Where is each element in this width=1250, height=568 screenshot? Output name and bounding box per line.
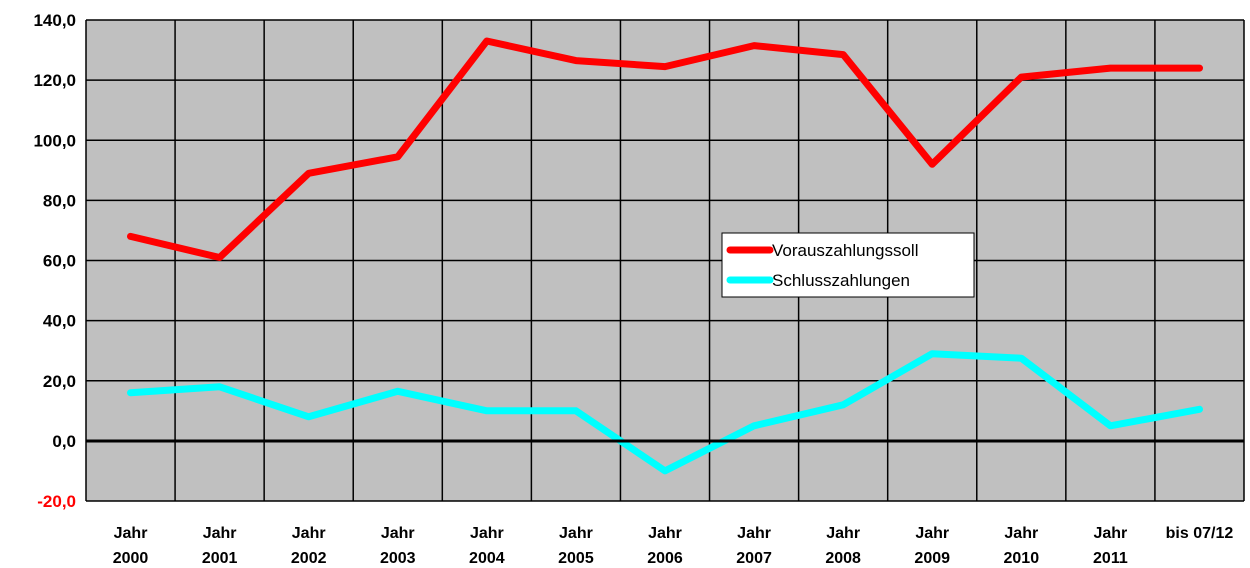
- data-point-schlusszahlungen: [307, 415, 310, 418]
- x-tick-label-line: Jahr: [292, 525, 326, 542]
- x-tick-label-line: Jahr: [1004, 525, 1038, 542]
- y-tick-label: -20,0: [37, 492, 76, 511]
- x-tick-label: bis 07/12: [1166, 525, 1234, 542]
- x-tick-label: Jahr 2007: [736, 525, 772, 567]
- y-tick-label: 20,0: [43, 372, 76, 391]
- y-tick-label: 120,0: [33, 71, 76, 90]
- x-tick-label-line: 2001: [202, 550, 238, 567]
- x-tick-label-line: 2009: [914, 550, 950, 567]
- y-tick-label: 80,0: [43, 191, 76, 210]
- data-point-schlusszahlungen: [396, 390, 399, 393]
- x-tick-label-line: Jahr: [648, 525, 682, 542]
- x-tick-label: Jahr 2006: [647, 525, 683, 567]
- data-point-schlusszahlungen: [1198, 408, 1201, 411]
- x-tick-label: Jahr 2009: [914, 525, 950, 567]
- data-point-vorauszahlungssoll: [842, 53, 845, 56]
- x-tick-label: Jahr 2011: [1093, 525, 1128, 567]
- data-point-vorauszahlungssoll: [218, 256, 221, 259]
- x-tick-label-line: Jahr: [559, 525, 593, 542]
- y-axis-ticks: 140,0 120,0 100,0 80,0 60,0 40,0 20,0 0,0 -20,0: [33, 11, 76, 511]
- x-tick-label-line: 2003: [380, 550, 416, 567]
- x-tick-label: Jahr 2004: [469, 525, 505, 567]
- data-point-schlusszahlungen: [218, 385, 221, 388]
- data-point-vorauszahlungssoll: [574, 59, 577, 62]
- data-point-vorauszahlungssoll: [396, 155, 399, 158]
- x-tick-label: Jahr 2003: [380, 525, 416, 567]
- x-tick-label: Jahr 2008: [825, 525, 861, 567]
- data-point-schlusszahlungen: [842, 403, 845, 406]
- x-tick-label-line: bis 07/12: [1166, 525, 1234, 542]
- x-tick-label-line: Jahr: [1093, 525, 1127, 542]
- x-tick-label-line: 2002: [291, 550, 327, 567]
- y-tick-label: 100,0: [33, 131, 76, 150]
- data-point-vorauszahlungssoll: [129, 235, 132, 238]
- x-tick-label: Jahr 2000: [113, 525, 149, 567]
- x-tick-label-line: 2005: [558, 550, 594, 567]
- series-lines: [127, 37, 1203, 475]
- data-point-vorauszahlungssoll: [664, 65, 666, 68]
- x-tick-label-line: Jahr: [737, 525, 771, 542]
- x-tick-label-line: Jahr: [381, 525, 415, 542]
- legend-box: [721, 232, 975, 298]
- legend-label-vorauszahlungssoll: Vorauszahlungssoll: [772, 241, 918, 260]
- data-point-schlusszahlungen: [485, 409, 488, 412]
- data-point-schlusszahlungen: [129, 391, 132, 394]
- data-point-vorauszahlungssoll: [1109, 67, 1112, 70]
- data-point-vorauszahlungssoll: [307, 172, 310, 175]
- x-tick-label-line: Jahr: [114, 525, 148, 542]
- data-point-vorauszahlungssoll: [753, 44, 756, 47]
- legend-label-schlusszahlungen: Schlusszahlungen: [772, 271, 910, 290]
- data-point-vorauszahlungssoll: [931, 163, 934, 166]
- x-tick-label-line: Jahr: [203, 525, 237, 542]
- data-point-vorauszahlungssoll: [1198, 67, 1201, 70]
- y-tick-label: 60,0: [43, 252, 76, 271]
- x-axis-ticks: Jahr 2000 Jahr 2001 Jahr 2002 Jahr 2003 Jahr 2004…: [113, 525, 1234, 567]
- data-point-vorauszahlungssoll: [485, 40, 488, 43]
- data-point-schlusszahlungen: [1109, 424, 1112, 427]
- x-tick-label: Jahr 2010: [1004, 525, 1040, 567]
- x-tick-label: Jahr 2002: [291, 525, 327, 567]
- x-tick-label-line: 2006: [647, 550, 683, 567]
- data-point-schlusszahlungen: [1020, 357, 1023, 360]
- x-tick-label-line: 2004: [469, 550, 505, 567]
- data-point-schlusszahlungen: [753, 424, 756, 427]
- y-tick-label: 0,0: [52, 432, 76, 451]
- legend: Vorauszahlungssoll Schlusszahlungen: [721, 232, 975, 298]
- x-tick-label-line: Jahr: [915, 525, 949, 542]
- x-tick-label-line: Jahr: [470, 525, 504, 542]
- x-tick-label-line: 2000: [113, 550, 149, 567]
- x-tick-label-line: 2011: [1093, 550, 1128, 567]
- x-tick-label: Jahr 2001: [202, 525, 238, 567]
- data-point-vorauszahlungssoll: [1020, 76, 1023, 79]
- x-tick-label-line: 2010: [1004, 550, 1040, 567]
- y-tick-label: 140,0: [33, 11, 76, 30]
- data-point-schlusszahlungen: [664, 469, 666, 472]
- y-tick-label: 40,0: [43, 312, 76, 331]
- data-point-schlusszahlungen: [574, 409, 577, 412]
- data-point-schlusszahlungen: [931, 352, 934, 355]
- x-tick-label-line: Jahr: [826, 525, 860, 542]
- x-tick-label-line: 2008: [825, 550, 861, 567]
- x-tick-label: Jahr 2005: [558, 525, 594, 567]
- x-tick-label-line: 2007: [736, 550, 772, 567]
